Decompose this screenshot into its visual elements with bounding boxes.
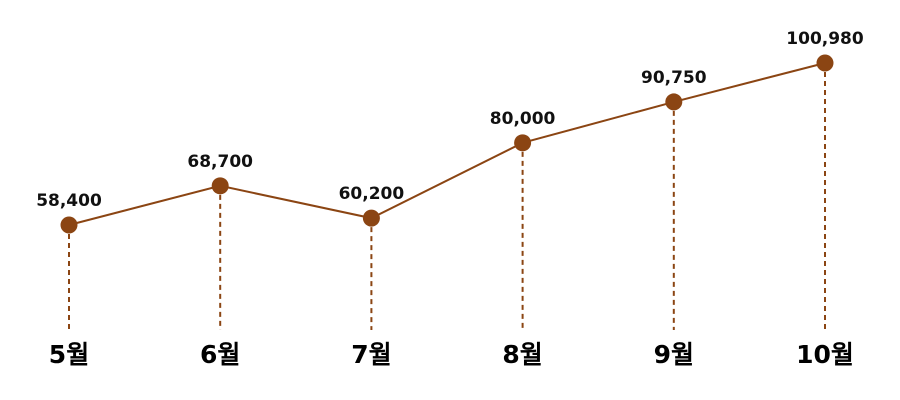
x-tick-label: 10월	[796, 340, 854, 369]
data-label: 100,980	[786, 29, 864, 49]
data-point	[514, 134, 532, 152]
data-label: 60,200	[339, 184, 405, 204]
data-point	[816, 54, 834, 72]
data-point	[362, 209, 380, 227]
series-line	[68, 62, 826, 226]
x-tick-label: 8월	[502, 340, 542, 369]
data-label: 80,000	[490, 109, 556, 129]
data-label: 68,700	[187, 152, 253, 172]
x-tick-label: 6월	[200, 340, 240, 369]
data-label: 58,400	[36, 191, 102, 211]
markers	[60, 54, 834, 234]
data-label: 90,750	[641, 68, 707, 88]
data-point	[60, 216, 78, 234]
category-labels: 5월 6월 7월 8월 9월 10월	[49, 340, 854, 369]
drop-lines	[68, 63, 826, 330]
value-labels: 58,400 68,700 60,200 80,000 90,750 100,980	[36, 29, 864, 211]
x-tick-label: 7월	[351, 340, 391, 369]
data-point	[665, 93, 683, 111]
x-tick-label: 5월	[49, 340, 89, 369]
x-tick-label: 9월	[654, 340, 694, 369]
series-line-group	[68, 62, 826, 226]
data-point	[211, 177, 229, 195]
